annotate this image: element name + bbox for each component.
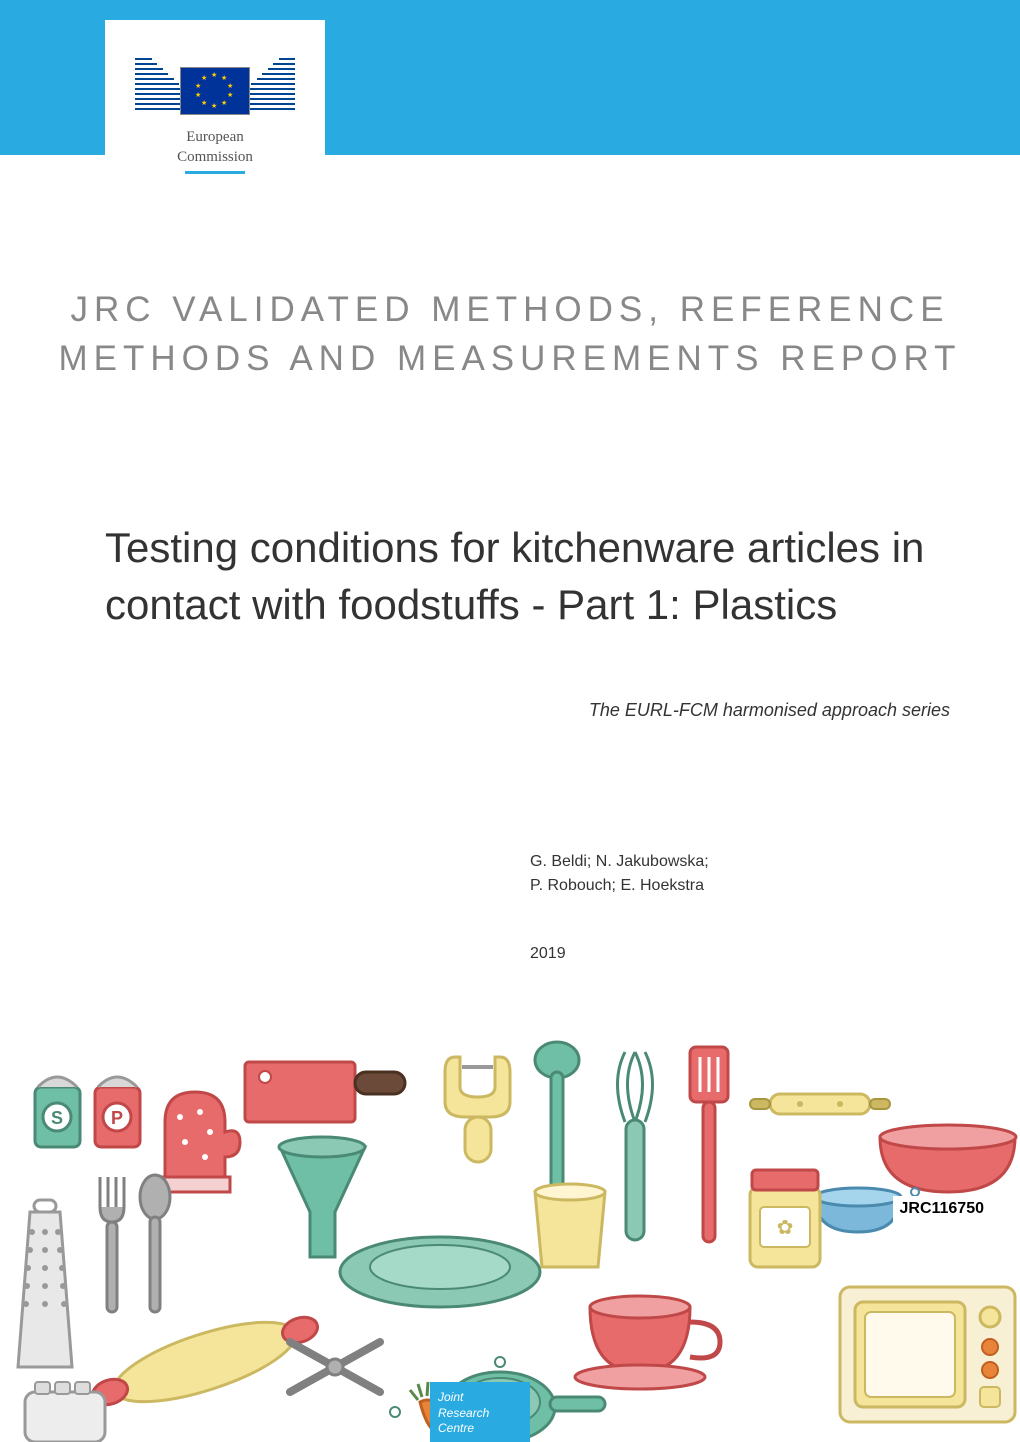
rolling-pin-large-icon bbox=[89, 1306, 321, 1418]
ec-logo-text: European Commission bbox=[177, 128, 253, 167]
cup-yellow-icon bbox=[535, 1184, 605, 1267]
svg-text:✿: ✿ bbox=[777, 1217, 794, 1239]
authors: G. Beldi; N. Jakubowska; P. Robouch; E. … bbox=[530, 850, 709, 898]
funnel-icon bbox=[279, 1137, 365, 1257]
spoon-icon bbox=[140, 1175, 170, 1312]
document-title: Testing conditions for kitchenware artic… bbox=[105, 520, 950, 633]
jar-icon: ✿ bbox=[750, 1170, 820, 1267]
eu-flag-icon: ★ ★ ★ ★ ★ ★ ★ ★ ★ ★ bbox=[180, 67, 250, 115]
svg-text:S: S bbox=[51, 1108, 63, 1128]
cleaver-icon bbox=[245, 1062, 405, 1122]
fork-icon bbox=[100, 1177, 124, 1312]
rolling-pin-small-icon bbox=[750, 1094, 890, 1114]
oven-mitt-icon bbox=[160, 1092, 240, 1192]
publication-year: 2019 bbox=[530, 945, 566, 963]
pepper-shaker-icon: P bbox=[95, 1077, 140, 1147]
jrc-code: JRC116750 bbox=[893, 1196, 990, 1222]
peeler-icon bbox=[445, 1057, 510, 1162]
whisk-icon bbox=[618, 1052, 653, 1240]
salt-shaker-icon: S bbox=[35, 1077, 80, 1147]
ec-underline bbox=[185, 171, 245, 174]
jrc-box: Joint Research Centre bbox=[430, 1382, 530, 1442]
series-title: JRC VALIDATED METHODS, REFERENCE METHODS… bbox=[0, 285, 1020, 383]
document-subtitle: The EURL-FCM harmonised approach series bbox=[105, 700, 950, 721]
kitchenware-illustration: S P bbox=[0, 1032, 1020, 1442]
kitchenware-svg: S P bbox=[0, 1032, 1020, 1442]
toaster-icon bbox=[25, 1382, 105, 1442]
plate-icon bbox=[340, 1237, 540, 1307]
microwave-icon bbox=[840, 1287, 1015, 1422]
svg-text:P: P bbox=[111, 1108, 123, 1128]
teacup-red-icon bbox=[575, 1296, 720, 1389]
bowl-red-icon bbox=[880, 1125, 1016, 1192]
slotted-turner-icon bbox=[690, 1047, 728, 1242]
nutcracker-icon bbox=[290, 1342, 380, 1392]
european-commission-logo: ★ ★ ★ ★ ★ ★ ★ ★ ★ ★ European Commission bbox=[105, 20, 325, 210]
top-banner: ★ ★ ★ ★ ★ ★ ★ ★ ★ ★ European Commission bbox=[0, 0, 1020, 155]
grater-icon bbox=[18, 1200, 72, 1367]
ec-building-icon: ★ ★ ★ ★ ★ ★ ★ ★ ★ ★ bbox=[135, 30, 295, 110]
